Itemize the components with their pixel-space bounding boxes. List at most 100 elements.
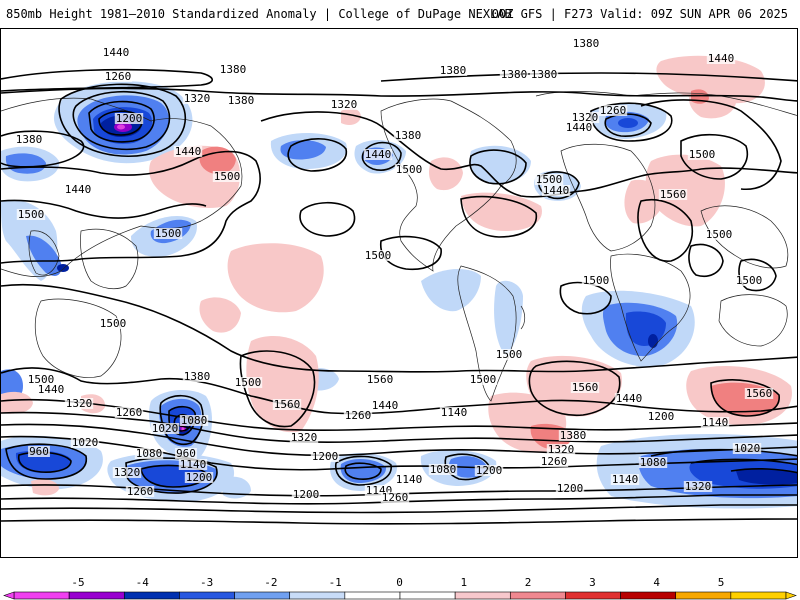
contour-label: 1380 (573, 37, 600, 50)
contour-label: 1380 (531, 68, 558, 81)
map-panel: 1440 1380 1440 1380 1380 1380 1380 1260 1320 1380… (0, 28, 798, 558)
legend-swatch (565, 591, 621, 600)
contour-label-bg (555, 483, 585, 494)
legend-tick-label: -5 (71, 576, 84, 589)
contour-label: 1200 (648, 410, 675, 423)
contour-label: 1320 (548, 443, 575, 456)
contour-label: 1260 (600, 104, 627, 117)
contour-label: 1380 (16, 133, 43, 146)
legend-bar (3, 591, 797, 600)
contour-label: 1200 (186, 471, 213, 484)
contour-label: 1260 (382, 491, 409, 504)
contour-label: 1020 (734, 442, 761, 455)
contour-label-bg (365, 374, 395, 385)
contour-label-bg (272, 399, 302, 410)
contour-label-bg (638, 457, 668, 468)
legend-tick-label: 5 (718, 576, 725, 589)
contour-label: 1320 (685, 480, 712, 493)
contour-label: 1200 (476, 464, 503, 477)
contour-label: 1080 (136, 447, 163, 460)
legend-tick-label: 3 (589, 576, 596, 589)
contour-label: 1320 (331, 98, 358, 111)
contour-label-bg (182, 93, 212, 104)
contour-label: 1140 (702, 416, 729, 429)
contour-label: 1500 (235, 376, 262, 389)
legend-end-arrow (785, 591, 797, 600)
contour-label: 1500 (736, 274, 763, 287)
contour-label: 1500 (100, 317, 127, 330)
contour-label-bg (182, 371, 212, 382)
contour-label-bg (704, 229, 734, 240)
legend-swatch (399, 591, 456, 600)
contour-label-bg (468, 374, 498, 385)
legend-swatch (454, 591, 511, 600)
legend-swatch (344, 591, 401, 600)
contour-label: 1260 (116, 406, 143, 419)
contour-label-bg (98, 318, 128, 329)
contour-label-bg (570, 382, 600, 393)
contour-label-bg (687, 149, 717, 160)
contour-label: 1260 (345, 409, 372, 422)
contour-label-bg (363, 149, 393, 160)
contour-label: 1320 (66, 397, 93, 410)
legend-swatch (68, 591, 125, 600)
contour-label: 1500 (396, 163, 423, 176)
contour-label-bg (125, 486, 155, 497)
contour-label-bg (541, 185, 571, 196)
contour-label-bg (26, 374, 56, 385)
contour-label: 1200 (557, 482, 584, 495)
contour-label-bg (700, 417, 730, 428)
contour-label-bg (70, 437, 100, 448)
contour-label-bg (658, 189, 688, 200)
contour-label-bg (439, 407, 469, 418)
legend-tick-label: 2 (525, 576, 532, 589)
contour-label: 1020 (152, 422, 179, 435)
contour-label: 1260 (105, 70, 132, 83)
contour-label-bg (581, 275, 611, 286)
contour-label-bg (175, 448, 197, 459)
contour-label-bg (212, 171, 242, 182)
contour-label-bg (134, 448, 164, 459)
contour-label-bg (474, 465, 504, 476)
contour-label-bg (646, 411, 676, 422)
contour-label: 1380 (395, 129, 422, 142)
contour-label-bg (16, 209, 46, 220)
contour-label-bg (114, 113, 144, 124)
contour-label: 1440 (543, 184, 570, 197)
contour-label: 1140 (180, 458, 207, 471)
contour-label: 1500 (536, 173, 563, 186)
legend-swatch (179, 591, 235, 600)
contour-label-bg (732, 443, 762, 454)
contour-label: 1500 (496, 348, 523, 361)
legend-tick-label: -4 (136, 576, 150, 589)
contour-label-bg (28, 446, 50, 457)
legend-swatch (234, 591, 291, 600)
contour-label: 1200 (116, 112, 143, 125)
contour-label-bg (529, 69, 559, 80)
contour-label-bg (610, 474, 640, 485)
contour-label-bg (683, 481, 713, 492)
contour-label: 1080 (181, 414, 208, 427)
contour-label-bg (310, 451, 340, 462)
contour-label: 1560 (746, 387, 773, 400)
anomaly-legend: -5 -4 -3 -2 -1 0 1 2 3 4 5 (0, 572, 800, 600)
legend-swatch (730, 591, 787, 600)
contour-label-bg (179, 415, 209, 426)
legend-swatch (13, 591, 70, 600)
map-title: 850mb Height 1981–2010 Standardized Anom… (6, 7, 512, 21)
contour-label: 1440 (103, 46, 130, 59)
contour-label: 1500 (155, 227, 182, 240)
contour-label-bg (539, 456, 569, 467)
contour-label-bg (101, 47, 131, 58)
contour-label: 1500 (28, 373, 55, 386)
contour-label: 1080 (640, 456, 667, 469)
contour-label-bg (370, 400, 400, 411)
contour-label: 1380 (501, 68, 528, 81)
contour-label: 1260 (541, 455, 568, 468)
contour-label-bg (570, 112, 600, 123)
contour-label-bg (218, 64, 248, 75)
map-header: 850mb Height 1981–2010 Standardized Anom… (0, 0, 800, 28)
contour-label-bg (343, 410, 373, 421)
contour-label: 1500 (365, 249, 392, 262)
